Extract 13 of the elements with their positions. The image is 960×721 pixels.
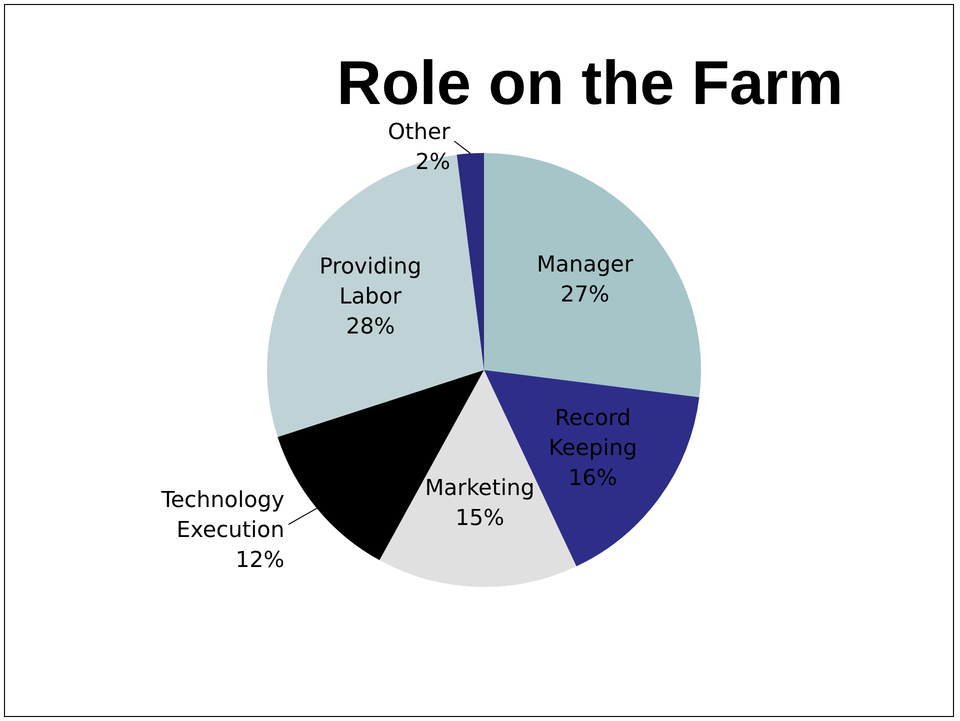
data-label: 2% (415, 150, 450, 175)
slice-label: Technology Execution (160, 488, 284, 544)
data-label: 28% (346, 314, 395, 340)
data-label: 16% (568, 466, 618, 491)
slice-label: Record Keeping (548, 406, 638, 461)
slice-label: Marketing (424, 476, 535, 502)
slice-label: Other (388, 120, 452, 145)
data-label: 15% (455, 506, 504, 532)
slice-label: Manager (536, 252, 634, 278)
data-label: 12% (236, 548, 284, 574)
data-label: 27% (560, 282, 610, 308)
chart-title: Role on the Farm (336, 48, 844, 119)
slice-label: Providing Labor (319, 254, 422, 310)
